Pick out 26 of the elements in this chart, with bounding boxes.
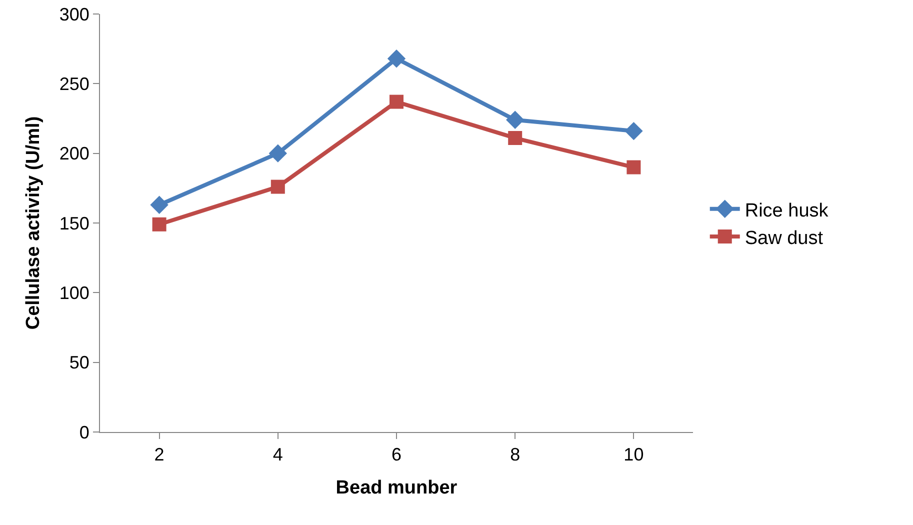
point [506,110,524,129]
x-tick-label: 10 [624,444,644,465]
point [624,122,643,140]
x-axis-title: Bead munber [336,477,458,498]
legend-label: Rice husk [744,200,829,222]
point [152,217,166,232]
y-tick-label: 200 [59,144,90,164]
point [508,131,522,146]
y-tick-label: 50 [69,352,90,373]
y-tick-label: 0 [79,422,90,442]
y-axis-title: Cellulase activity (U/ml) [23,116,44,330]
point [150,196,168,214]
x-tick-label: 4 [272,444,283,465]
legend-label: Saw dust [744,228,824,249]
y-tick-label: 150 [59,213,90,234]
point [270,180,285,194]
x-tick-label: 6 [391,444,402,465]
point [387,49,406,68]
point [626,160,641,174]
point [390,94,404,109]
y-tick-label: 250 [59,74,90,94]
point [268,144,287,162]
y-tick-label: 300 [59,4,90,24]
x-tick-label: 2 [154,444,164,465]
y-tick-label: 100 [59,282,90,303]
x-tick-label: 8 [510,444,520,465]
